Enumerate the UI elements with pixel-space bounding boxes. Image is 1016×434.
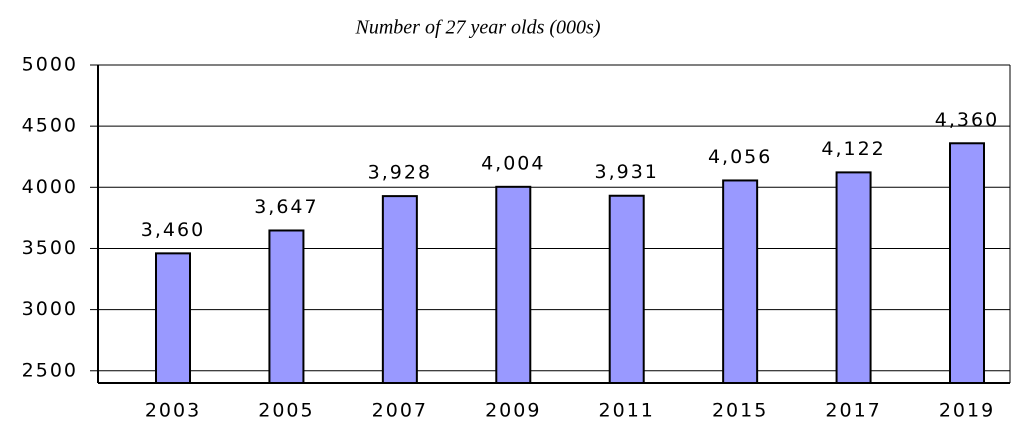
- bar: [268, 229, 305, 384]
- bar: [722, 179, 759, 384]
- value-label: 4,360: [935, 109, 999, 131]
- y-tick-label: 2500: [22, 359, 78, 381]
- bar: [608, 194, 645, 384]
- value-label: 3,647: [254, 196, 318, 218]
- value-label: 4,122: [821, 138, 885, 160]
- value-label: 3,931: [595, 161, 659, 183]
- value-label: 3,928: [368, 162, 432, 184]
- x-tick-label: 2015: [712, 400, 768, 422]
- value-label: 4,056: [708, 146, 772, 168]
- x-tick-label: 2017: [825, 400, 881, 422]
- x-tick-label: 2007: [372, 400, 428, 422]
- x-tick-label: 2009: [485, 400, 541, 422]
- bar: [381, 195, 418, 384]
- x-tick-label: 2005: [258, 400, 314, 422]
- y-tick-label: 5000: [22, 54, 78, 76]
- value-label: 4,004: [481, 152, 545, 174]
- x-tick-label: 2011: [599, 400, 655, 422]
- x-tick-label: 2003: [145, 400, 201, 422]
- y-tick-label: 4500: [22, 115, 78, 137]
- value-label: 3,460: [141, 219, 205, 241]
- y-tick-label: 3500: [22, 237, 78, 259]
- y-tick-label: 3000: [22, 298, 78, 320]
- x-tick-label: 2019: [939, 400, 995, 422]
- bar: [835, 171, 872, 384]
- y-tick-label: 4000: [22, 176, 78, 198]
- bar: [155, 252, 191, 384]
- bar: [949, 142, 985, 384]
- chart-title: Number of 27 year olds (000s): [355, 17, 601, 39]
- bar: [495, 185, 532, 384]
